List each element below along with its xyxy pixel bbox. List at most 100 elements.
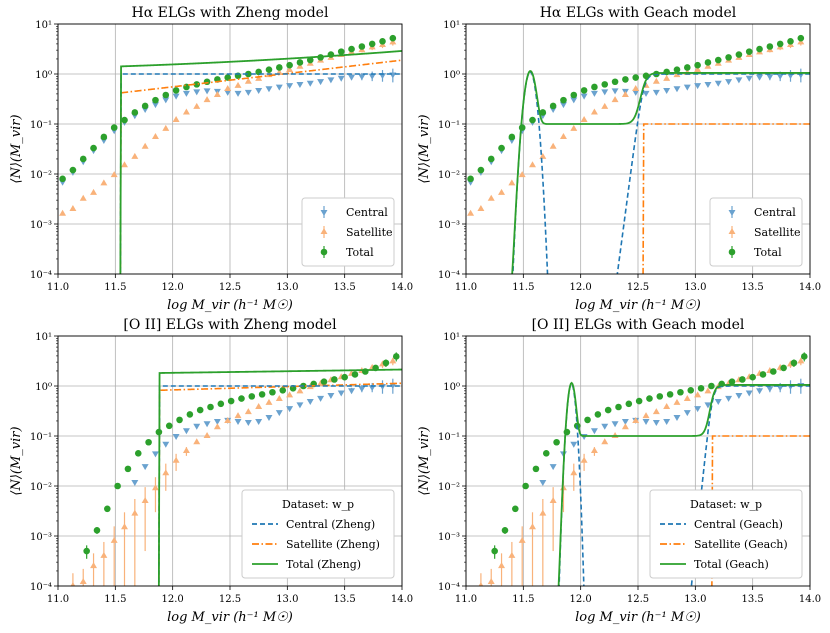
data-point: [245, 70, 252, 78]
data-point: [151, 132, 159, 139]
data-point: [570, 441, 578, 448]
data-point: [467, 209, 475, 216]
data-point: [704, 387, 712, 394]
series-satellite: [59, 38, 397, 216]
model-curves: [557, 381, 810, 586]
data-point: [131, 509, 139, 516]
legend-entry-label: Satellite: [346, 226, 393, 239]
data-point: [279, 387, 287, 394]
data-point: [632, 89, 640, 96]
data-point: [90, 188, 98, 195]
data-point: [69, 204, 77, 211]
data-point: [358, 74, 366, 81]
data-point: [203, 96, 211, 103]
data-point: [756, 74, 764, 81]
series-satellite: [478, 357, 805, 586]
data-point: [141, 102, 149, 110]
satellite-model-line: [158, 382, 402, 586]
data-point: [306, 80, 314, 87]
data-point: [286, 61, 293, 69]
y-axis-label: ⟨N⟩(M_vir): [417, 426, 432, 495]
y-tick-label: 10⁻²: [30, 482, 52, 493]
data-point: [673, 66, 681, 73]
data-point: [382, 359, 390, 367]
data-point: [165, 422, 173, 430]
data-point: [735, 393, 743, 400]
data-point: [337, 75, 345, 82]
data-point: [652, 89, 660, 96]
data-point: [652, 420, 660, 427]
data-point: [275, 410, 283, 417]
x-tick-label: 13.0: [684, 594, 706, 605]
x-axis-label: log M_vir (h⁻¹ M☉): [167, 610, 293, 625]
data-point: [704, 82, 712, 89]
data-point: [708, 382, 715, 390]
y-tick-label: 10¹: [443, 332, 460, 343]
y-tick-label: 10⁻⁴: [438, 582, 460, 593]
legend-entry-label: Total (Geach): [694, 558, 769, 571]
x-tick-label: 11.0: [455, 594, 477, 605]
data-point: [590, 108, 598, 115]
data-point: [286, 66, 294, 73]
data-point: [337, 390, 345, 397]
data-point: [265, 86, 273, 93]
data-point: [570, 97, 578, 104]
data-point: [368, 73, 376, 80]
data-point: [704, 59, 712, 66]
data-point: [224, 416, 232, 423]
y-tick-label: 10⁰: [443, 382, 460, 393]
data-point: [172, 93, 180, 100]
central-model-line: [558, 382, 810, 586]
total-model-line: [119, 50, 402, 274]
data-point: [131, 109, 139, 116]
data-point: [694, 66, 702, 73]
data-point: [162, 441, 170, 448]
data-point: [255, 87, 263, 94]
data-point: [317, 395, 325, 402]
data-point: [234, 412, 242, 419]
data-point: [193, 438, 201, 445]
x-axis-label: log M_vir (h⁻¹ M☉): [575, 298, 701, 313]
data-point: [255, 74, 263, 81]
data-point: [652, 77, 660, 84]
data-point: [162, 124, 170, 131]
data-point: [213, 423, 221, 430]
legend-box: [241, 489, 395, 579]
x-tick-label: 12.0: [570, 282, 592, 293]
chart-title: Hα ELGs with Geach model: [540, 5, 737, 21]
x-tick-label: 13.5: [742, 594, 764, 605]
data-point: [320, 378, 328, 385]
data-point: [594, 411, 602, 418]
data-point: [725, 54, 732, 61]
x-tick-label: 14.0: [799, 594, 821, 605]
data-point: [714, 80, 722, 87]
data-point: [224, 74, 232, 81]
data-area: [70, 352, 400, 586]
data-point: [508, 551, 516, 558]
data-point: [491, 547, 498, 555]
data-point: [663, 418, 671, 425]
data-point: [621, 418, 629, 425]
x-tick-label: 12.5: [219, 282, 241, 293]
data-point: [611, 96, 619, 103]
data-point: [141, 497, 149, 504]
data-point: [542, 450, 550, 457]
data-point: [601, 102, 609, 109]
data-point: [131, 480, 139, 487]
data-point: [172, 434, 180, 440]
data-point: [601, 89, 609, 96]
y-tick-label: 10⁰: [35, 382, 52, 393]
data-point: [766, 74, 774, 81]
legend: Central Satellite Total: [301, 197, 395, 267]
data-point: [341, 373, 348, 381]
y-tick-label: 10⁻¹: [438, 432, 460, 443]
data-point: [255, 418, 263, 425]
legend: Central Satellite Total: [709, 197, 803, 267]
legend-title: Dataset: w_p: [282, 498, 354, 511]
data-point: [317, 79, 325, 86]
data-point: [162, 97, 170, 104]
y-tick-label: 10¹: [35, 20, 52, 31]
series-satellite: [70, 357, 397, 586]
data-point: [621, 91, 629, 98]
model-curves: [157, 368, 402, 586]
